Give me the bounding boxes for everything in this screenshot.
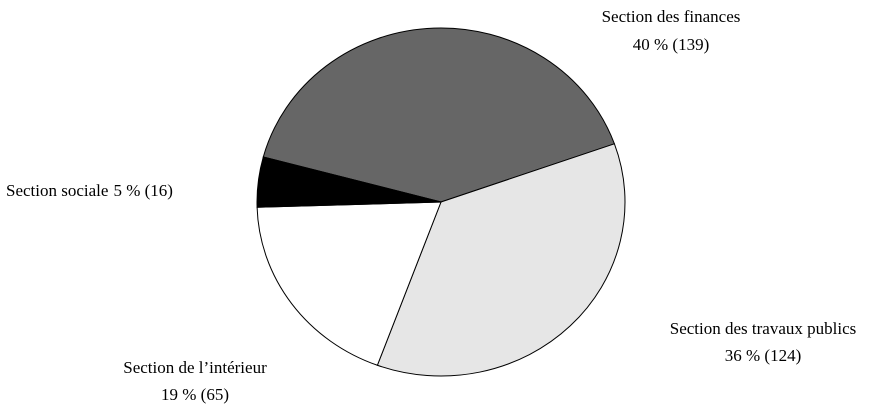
pie-slice: [256, 156, 442, 208]
value-label: 19 % (65): [161, 385, 229, 404]
pie-slice: [376, 143, 626, 377]
pie-slice: [256, 201, 442, 366]
category-label: Section de l’intérieur: [123, 358, 267, 377]
value-label: 36 % (124): [725, 346, 801, 365]
category-label: Section des travaux publics: [670, 319, 857, 338]
pie-slice: [262, 27, 616, 203]
value-label: 5 % (16): [113, 181, 172, 200]
slice-label: Section sociale 5 % (16): [6, 181, 173, 200]
value-label: 40 % (139): [633, 35, 709, 54]
category-label: Section sociale: [6, 181, 108, 200]
category-label: Section des finances: [602, 7, 741, 26]
